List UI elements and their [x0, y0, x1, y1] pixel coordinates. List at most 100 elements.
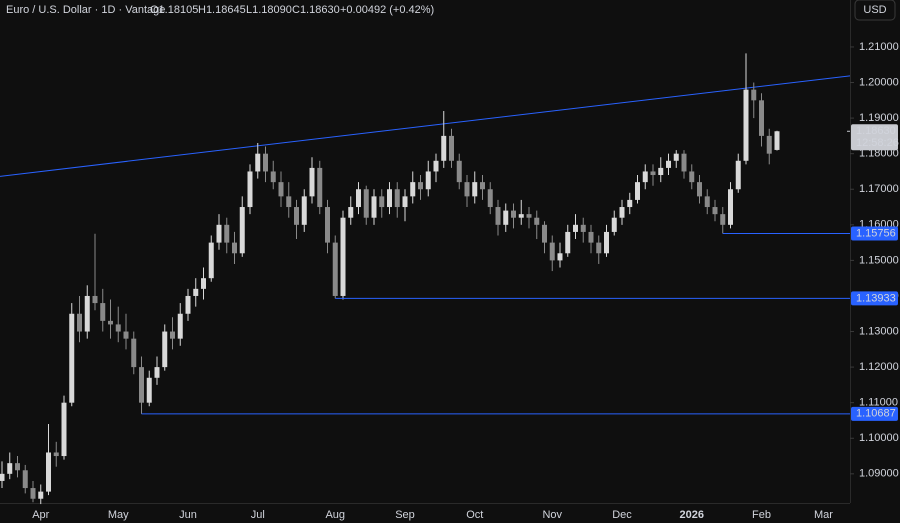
candle-body	[154, 367, 160, 378]
candle-body	[162, 331, 168, 368]
bar-countdown: 12:58:26	[856, 137, 899, 149]
close-value: C1.18630	[292, 4, 340, 16]
candle-body	[371, 196, 377, 218]
candle-body	[751, 89, 757, 101]
candle-body	[53, 452, 59, 457]
y-tick-label: 1.15000	[859, 254, 899, 266]
last-price-label: 1.18630	[856, 125, 896, 137]
currency-button[interactable]	[854, 0, 896, 21]
candle-body	[270, 171, 276, 183]
candle-body	[22, 470, 28, 489]
candle-body	[596, 242, 602, 254]
symbol-title: Euro / U.S. Dollar · 1D · Vantage	[6, 4, 165, 16]
candle-body	[534, 217, 540, 225]
candle-body	[30, 488, 36, 499]
candle-body	[673, 153, 679, 161]
currency-label[interactable]: USD	[863, 4, 886, 16]
candle-body	[604, 231, 609, 254]
candle-body	[332, 242, 338, 296]
candle-body	[549, 242, 555, 261]
candle-body	[518, 214, 524, 218]
x-tick-label: May	[108, 509, 129, 521]
x-tick-label: Apr	[32, 509, 49, 521]
candle-body	[635, 182, 640, 200]
trendline	[0, 75, 851, 177]
candle-body	[511, 210, 516, 218]
open-value: O1.18105	[150, 4, 198, 16]
candle-body	[325, 207, 330, 243]
candle-body	[216, 224, 222, 243]
level-label: 1.15756	[856, 227, 896, 239]
candle-body	[627, 199, 633, 208]
candle-body	[108, 320, 113, 325]
x-tick-label: Dec	[612, 509, 632, 521]
candle-body	[232, 242, 237, 254]
x-tick-label: Oct	[466, 509, 483, 521]
candle-body	[456, 160, 462, 183]
level-tag	[851, 406, 898, 421]
candle-body	[487, 189, 493, 208]
candle-body	[689, 171, 695, 183]
candle-body	[472, 182, 478, 197]
candle-body	[123, 331, 129, 339]
candle-body	[131, 338, 137, 368]
candle-body	[526, 214, 532, 218]
y-tick-label: 1.12000	[859, 361, 899, 373]
candle-body	[239, 207, 245, 254]
candle-body	[441, 135, 447, 161]
candle-body	[379, 196, 385, 208]
candle-body	[735, 160, 741, 190]
y-tick-label: 1.17000	[859, 183, 899, 195]
change-value: +0.00492 (+0.42%)	[340, 4, 434, 16]
candle-body	[650, 171, 656, 176]
y-tick-label: 1.13000	[859, 325, 899, 337]
candle-body	[255, 153, 261, 172]
candle-body	[146, 377, 152, 403]
candle-body	[185, 295, 191, 314]
candle-body	[317, 167, 323, 208]
candle-body	[348, 207, 354, 218]
candle-body	[449, 135, 454, 161]
y-tick-label: 1.20000	[859, 76, 899, 88]
candle-body	[363, 189, 369, 218]
candle-body	[15, 463, 20, 471]
candle-body	[666, 160, 671, 168]
candle-body	[387, 189, 392, 208]
candle-body	[309, 167, 315, 197]
candle-body	[712, 207, 718, 215]
candle-body	[84, 295, 90, 332]
candle-body	[193, 288, 199, 296]
candle-body	[224, 224, 230, 243]
candle-body	[263, 153, 268, 172]
candle-body	[7, 463, 13, 474]
x-tick-label: Feb	[752, 509, 771, 521]
y-tick-label: 1.18000	[859, 148, 899, 160]
candle-body	[774, 131, 780, 150]
candle-body	[565, 231, 571, 254]
candle-body	[278, 182, 284, 197]
candle-body	[619, 207, 625, 218]
candle-body	[573, 224, 578, 232]
candle-body	[77, 313, 82, 332]
candle-body	[38, 491, 44, 499]
candle-body	[294, 207, 299, 225]
candle-body	[139, 367, 144, 403]
candle-body	[495, 207, 501, 225]
candle-body	[557, 253, 563, 261]
candle-body	[402, 196, 408, 208]
last-price-tag	[851, 124, 898, 151]
y-tick-label: 1.19000	[859, 112, 899, 124]
header-legend: Euro / U.S. Dollar · 1D · Vantage O1.181…	[6, 4, 434, 16]
candle-body	[69, 313, 75, 403]
x-tick-label: Jul	[251, 509, 265, 521]
candle-body	[743, 89, 749, 161]
candle-body	[247, 171, 253, 208]
y-tick-label: 1.09000	[859, 468, 899, 480]
candle-body	[115, 324, 121, 332]
candle-body	[542, 224, 547, 243]
y-tick-label: 1.21000	[859, 41, 899, 53]
candle-body	[720, 214, 726, 225]
candle-body	[410, 182, 416, 197]
candle-body	[46, 452, 51, 492]
